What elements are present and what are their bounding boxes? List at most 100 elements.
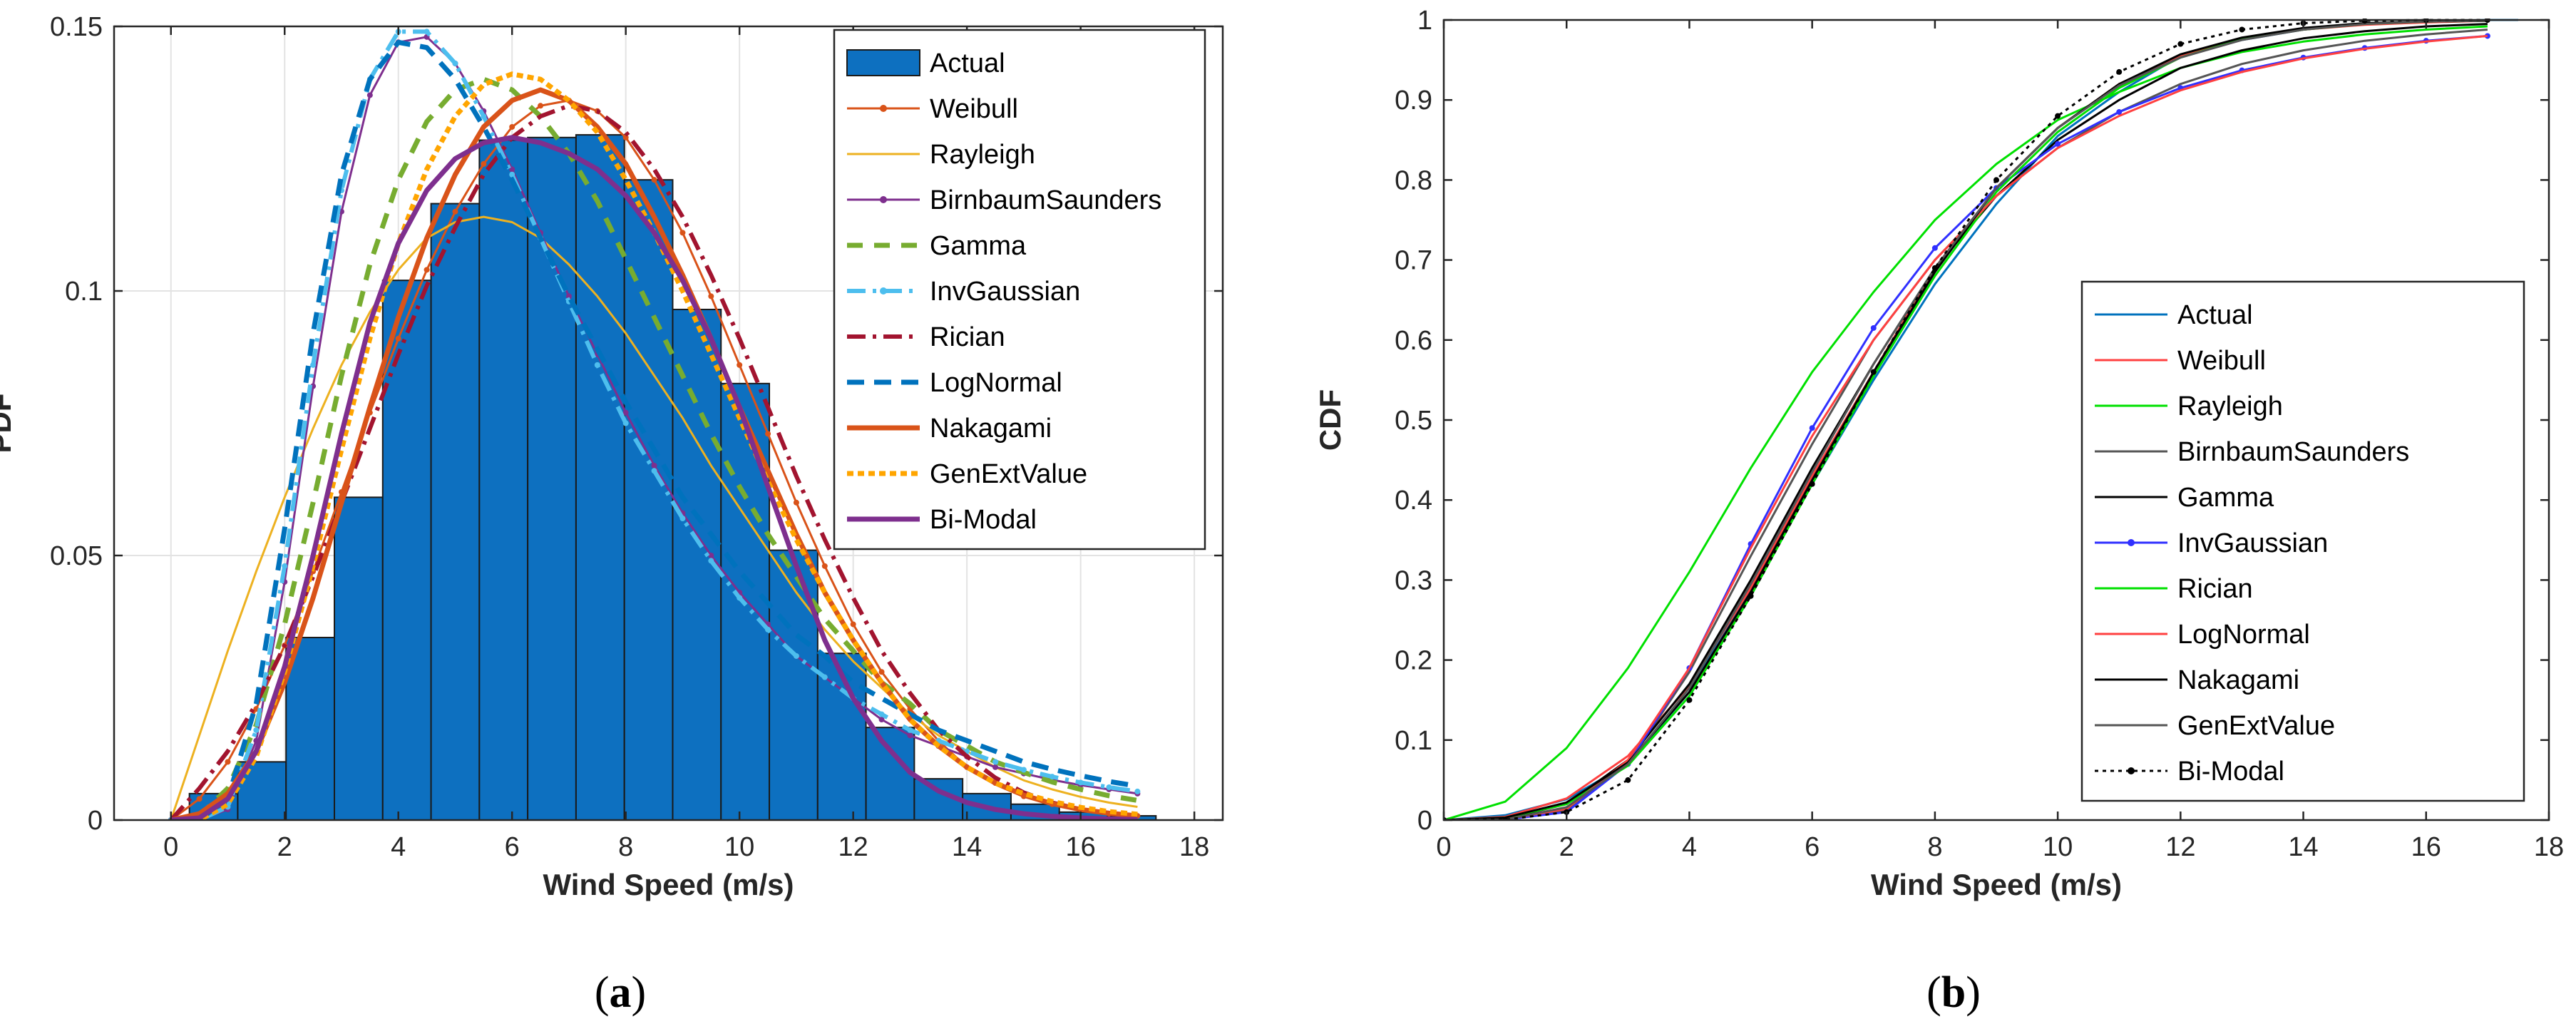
x-axis-title: Wind Speed (m/s) <box>543 868 794 901</box>
series-line-genextvalue <box>1444 19 2488 820</box>
series-marker-bi-modal <box>1993 177 1999 183</box>
legend-label-weibull: Weibull <box>2177 346 2266 376</box>
series-marker-invgaussian <box>481 113 487 120</box>
series-marker-invgaussian <box>1134 788 1141 794</box>
x-tick-label: 4 <box>1682 832 1697 862</box>
x-tick-label: 10 <box>724 832 754 862</box>
y-tick-label: 0.7 <box>1395 246 1432 276</box>
series-line-rayleigh <box>1444 25 2488 820</box>
series-marker-weibull <box>765 431 771 437</box>
y-tick-label: 0.8 <box>1395 165 1432 195</box>
legend-label-rayleigh: Rayleigh <box>930 140 1035 170</box>
series-marker-bi-modal <box>1625 777 1631 783</box>
y-axis-title: PDF <box>0 394 17 454</box>
series-marker-invgaussian <box>765 626 771 633</box>
x-tick-label: 8 <box>618 832 633 862</box>
series-marker-weibull <box>850 621 856 628</box>
series-marker-weibull <box>878 669 885 675</box>
series-marker-weibull <box>424 267 430 273</box>
x-tick-label: 16 <box>2411 832 2441 862</box>
x-tick-label: 18 <box>1179 832 1209 862</box>
series-marker-birnbaumsaunders <box>565 293 572 300</box>
caption-a-letter: a <box>610 968 632 1017</box>
series-marker-invgaussian <box>992 759 999 765</box>
series-marker-weibull <box>679 230 686 236</box>
legend-label-actual: Actual <box>2177 300 2253 330</box>
series-marker-birnbaumsaunders <box>992 764 999 770</box>
legend-label-actual: Actual <box>930 48 1005 78</box>
series-marker-birnbaumsaunders <box>622 409 629 416</box>
legend: Actual Weibull Rayleigh BirnbaumSaunders Gam… <box>2080 280 2525 802</box>
series-marker-weibull <box>737 362 743 368</box>
series-line-bi-modal <box>170 135 1138 820</box>
legend-label-nakagami: Nakagami <box>2177 665 2299 695</box>
series-marker-birnbaumsaunders <box>366 92 373 98</box>
series-marker-invgaussian <box>2116 109 2123 116</box>
series-marker-bi-modal <box>1931 265 1938 271</box>
series-marker-birnbaumsaunders <box>878 717 885 723</box>
series-marker-invgaussian <box>708 558 714 564</box>
legend-label-rayleigh: Rayleigh <box>2177 391 2283 421</box>
legend-label-nakagami: Nakagami <box>930 414 1052 444</box>
x-tick-label: 0 <box>163 832 178 862</box>
histogram-bar <box>865 727 915 821</box>
series-marker-invgaussian <box>737 595 743 601</box>
series-marker-bi-modal <box>2177 41 2184 47</box>
legend-label-genextvalue: GenExtValue <box>930 459 1087 489</box>
legend-label-genextvalue: GenExtValue <box>2177 711 2335 741</box>
histogram-bar <box>527 136 577 821</box>
y-tick-label: 0.3 <box>1395 565 1432 595</box>
caption-b-close-paren: ) <box>1966 968 1981 1017</box>
histogram-bar <box>381 280 432 821</box>
series-marker-weibull <box>651 177 657 183</box>
caption-a-open-paren: ( <box>595 968 610 1017</box>
y-tick-label: 0.05 <box>50 541 103 571</box>
caption-b: (b) <box>1926 968 1981 1017</box>
series-marker-invgaussian <box>878 711 885 717</box>
series-marker-bi-modal <box>1686 697 1693 703</box>
x-axis-title: Wind Speed (m/s) <box>1871 868 2122 901</box>
y-tick-label: 0.9 <box>1395 86 1432 116</box>
legend-label-lognormal: LogNormal <box>2177 620 2310 650</box>
y-tick-label: 0.15 <box>50 12 103 42</box>
series-marker-invgaussian <box>282 563 288 569</box>
caption-a-close-paren: ) <box>632 968 647 1017</box>
series-marker-invgaussian <box>1077 779 1084 786</box>
series-marker-invgaussian <box>793 652 799 659</box>
caption-a: (a) <box>595 968 646 1017</box>
series-marker-invgaussian <box>622 420 629 426</box>
series-marker-weibull <box>452 208 458 215</box>
series-marker-invgaussian <box>821 674 828 680</box>
y-tick-label: 1 <box>1417 6 1432 36</box>
legend-label-gamma: Gamma <box>2177 483 2274 513</box>
y-tick-label: 0.6 <box>1395 326 1432 356</box>
legend-label-bi-modal: Bi-Modal <box>930 505 1037 535</box>
series-marker-birnbaumsaunders <box>509 166 515 173</box>
y-tick-label: 0 <box>88 806 103 836</box>
series-marker-invgaussian <box>253 727 260 733</box>
series-marker-weibull <box>538 103 544 109</box>
x-tick-label: 2 <box>277 832 292 862</box>
series-line-nakagami <box>1444 19 2488 820</box>
x-tick-label: 8 <box>1927 832 1942 862</box>
x-tick-label: 2 <box>1559 832 1574 862</box>
series-marker-birnbaumsaunders <box>907 732 913 739</box>
series-marker-birnbaumsaunders <box>708 553 714 558</box>
x-tick-label: 16 <box>1066 832 1096 862</box>
series-marker-weibull <box>622 134 629 140</box>
series-line-lognormal <box>170 39 1138 820</box>
series-marker-birnbaumsaunders <box>651 462 657 469</box>
legend-label-bi-modal: Bi-Modal <box>2177 757 2284 787</box>
series-marker-invgaussian <box>679 516 686 522</box>
legend-marker-bi-modal <box>2128 767 2135 774</box>
histogram-bar <box>575 134 625 821</box>
series-marker-invgaussian <box>594 362 600 368</box>
x-tick-label: 12 <box>838 832 868 862</box>
legend-box <box>2080 280 2525 802</box>
x-tick-label: 12 <box>2165 832 2195 862</box>
series-marker-invgaussian <box>424 29 430 35</box>
histogram-bar <box>478 139 529 821</box>
series-line-bi-modal <box>1444 19 2488 820</box>
series-marker-bi-modal <box>2116 68 2123 75</box>
